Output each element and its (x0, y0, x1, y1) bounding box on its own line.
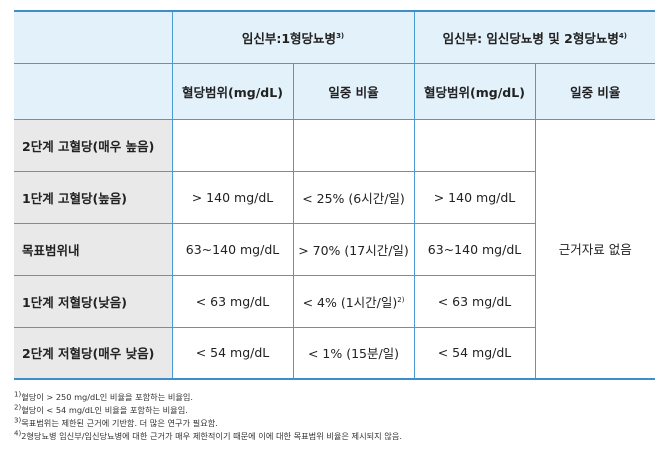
table-row: 2단계 고혈당(매우 높음) 근거자료 없음 (14, 118, 655, 380)
table-cell: < 54 mg/dL (413, 326, 535, 380)
footnote: 4)2형당뇨병 임신부/임신당뇨병에 대한 근거가 매우 제한적이기 때문에 이… (14, 429, 402, 441)
table-cell: < 1% (15분/일) (292, 326, 415, 380)
corner-cell (14, 10, 173, 64)
merged-no-evidence-cell: 근거자료 없음 (534, 118, 655, 380)
table-cell (292, 118, 415, 172)
sub-header-range-1: 혈당범위(mg/dL) (171, 62, 294, 120)
sub-header-ratio-2: 일중 비율 (534, 62, 655, 120)
row-label: 목표범위내 (14, 222, 173, 276)
sub-header-ratio-1: 일중 비율 (292, 62, 415, 120)
footnote: 1)혈당이 > 250 mg/dL인 비율을 포함하는 비율임. (14, 390, 194, 402)
table-cell: < 25% (6시간/일) (292, 170, 415, 224)
row-label: 2단계 저혈당(매우 낮음) (14, 326, 173, 380)
table-cell: 63~140 mg/dL (413, 222, 535, 276)
group-header-type1: 임신부:1형당뇨병3) (171, 10, 415, 64)
footnote: 2)혈당이 < 54 mg/dL인 비율을 포함하는 비율임. (14, 403, 188, 415)
table-cell: < 4% (1시간/일)2) (292, 274, 415, 328)
row-label: 1단계 고혈당(높음) (14, 170, 173, 224)
table-cell (413, 118, 536, 172)
footnotes: 1)혈당이 > 250 mg/dL인 비율을 포함하는 비율임. 2)혈당이 <… (14, 391, 402, 443)
footnote: 3)목표범위는 제한된 근거에 기반함. 더 많은 연구가 필요함. (14, 416, 218, 428)
group-header-row: 임신부:1형당뇨병3) 임신부: 임신당뇨병 및 2형당뇨병4) (14, 10, 655, 64)
table-cell: > 70% (17시간/일) (292, 222, 415, 276)
table-row: 1단계 고혈당(높음) > 140 mg/dL < 25% (6시간/일) > … (14, 170, 655, 224)
table-cell: < 63 mg/dL (171, 274, 294, 328)
table-cell: < 54 mg/dL (171, 326, 294, 380)
table-cell: 63~140 mg/dL (171, 222, 294, 276)
table-row: 1단계 저혈당(낮음) < 63 mg/dL < 4% (1시간/일)2) < … (14, 274, 655, 328)
table-cell (171, 118, 294, 172)
table-cell: > 140 mg/dL (171, 170, 294, 224)
sub-header-range-2: 혈당범위(mg/dL) (413, 62, 536, 120)
cgm-target-table: 임신부:1형당뇨병3) 임신부: 임신당뇨병 및 2형당뇨병4) 혈당범위(mg… (14, 10, 655, 380)
row-label: 2단계 고혈당(매우 높음) (14, 118, 173, 172)
corner-cell-2 (14, 62, 173, 120)
table-row: 목표범위내 63~140 mg/dL > 70% (17시간/일) 63~140… (14, 222, 655, 276)
table-cell: < 63 mg/dL (413, 274, 535, 328)
group-header-gestational-type2: 임신부: 임신당뇨병 및 2형당뇨병4) (413, 10, 655, 64)
table-cell: > 140 mg/dL (413, 170, 535, 224)
row-label: 1단계 저혈당(낮음) (14, 274, 173, 328)
sub-header-row: 혈당범위(mg/dL) 일중 비율 혈당범위(mg/dL) 일중 비율 (14, 62, 655, 120)
table-row: 2단계 저혈당(매우 낮음) < 54 mg/dL < 1% (15분/일) <… (14, 326, 655, 380)
